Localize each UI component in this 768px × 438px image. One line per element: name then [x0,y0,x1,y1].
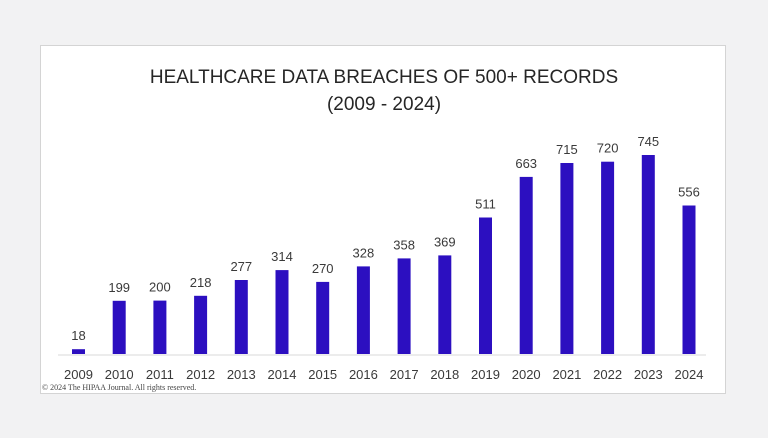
bar-2024 [682,205,696,354]
value-label-2009: 18 [71,328,85,343]
bar-2016 [356,266,370,354]
bar-2023 [641,155,655,354]
value-label-2022: 720 [597,141,619,156]
value-label-2018: 369 [434,234,456,249]
bar-2014 [275,270,289,354]
x-tick-label-2010: 2010 [105,367,134,382]
x-tick-labels-group: 2009 2010 2011 2012 2013 2014 2015 2016 2017 2018… [64,367,703,382]
bar-2009 [72,349,85,354]
value-label-2011: 200 [149,280,171,295]
bar-2018 [438,255,452,354]
value-label-2017: 358 [393,237,415,252]
bar-2020 [519,176,533,354]
value-label-2020: 663 [515,156,537,171]
bar-2015 [316,281,330,354]
copyright-note: © 2024 The HIPAA Journal. All rights res… [42,383,197,392]
x-tick-label-2015: 2015 [308,367,337,382]
chart-title-line-2: (2009 - 2024) [327,94,441,115]
bar-2022 [601,161,615,354]
x-tick-label-2017: 2017 [390,367,419,382]
bars-group [72,155,696,354]
bar-2011 [153,300,167,354]
value-label-2023: 745 [637,134,659,149]
x-tick-label-2012: 2012 [186,367,215,382]
x-tick-label-2014: 2014 [268,367,297,382]
x-tick-label-2018: 2018 [430,367,459,382]
x-tick-label-2013: 2013 [227,367,256,382]
chart-title-line-1: HEALTHCARE DATA BREACHES OF 500+ RECORDS [150,67,618,88]
bar-2010 [112,300,126,354]
x-tick-label-2020: 2020 [512,367,541,382]
x-tick-label-2011: 2011 [146,367,174,382]
value-label-2012: 218 [190,275,212,290]
value-label-2024: 556 [678,185,700,200]
value-labels-group: 18 199 200 218 277 314 270 328 358 369 511 663 715 72… [71,134,700,343]
bar-2012 [194,295,208,354]
x-tick-label-2019: 2019 [471,367,500,382]
chart-title: HEALTHCARE DATA BREACHES OF 500+ RECORDS… [150,67,618,115]
x-tick-label-2022: 2022 [593,367,622,382]
value-label-2021: 715 [556,142,578,157]
bar-2021 [560,163,574,354]
value-label-2014: 314 [271,249,293,264]
value-label-2015: 270 [312,261,334,276]
x-tick-label-2024: 2024 [675,367,704,382]
value-label-2010: 199 [108,280,130,295]
bar-2013 [234,280,248,354]
value-label-2019: 511 [475,197,496,212]
x-tick-label-2009: 2009 [64,367,93,382]
x-tick-label-2023: 2023 [634,367,663,382]
bar-2017 [397,258,411,354]
x-tick-label-2016: 2016 [349,367,378,382]
value-label-2016: 328 [353,245,375,260]
x-tick-label-2021: 2021 [552,367,581,382]
bar-2019 [479,217,492,354]
value-label-2013: 277 [230,259,252,274]
